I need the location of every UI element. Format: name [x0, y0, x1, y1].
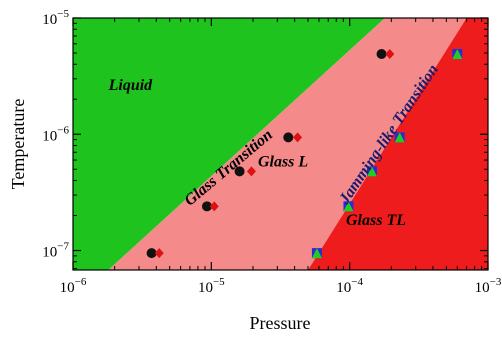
region-liquid: [73, 18, 385, 270]
marker-green-triangle: [394, 132, 405, 143]
marker-red-diamond: [209, 201, 219, 212]
x-tick-label: 10−6: [60, 276, 87, 296]
marker-green-triangle: [452, 49, 463, 60]
region-label-liquid: Liquid: [108, 77, 154, 94]
region-glass-l: [108, 18, 467, 270]
marker-green-triangle: [366, 166, 377, 177]
marker-black-circle: [283, 132, 294, 143]
marker-red-diamond: [246, 166, 256, 177]
marker-red-diamond: [385, 49, 395, 60]
marker-black-circle: [201, 201, 212, 212]
marker-red-diamond: [154, 248, 164, 259]
marker-green-triangle: [343, 201, 354, 212]
x-tick-label: 10−4: [336, 276, 363, 296]
marker-black-circle: [146, 248, 157, 259]
marker-green-triangle: [311, 248, 322, 259]
marker-black-circle: [234, 166, 245, 177]
y-tick-label: 10−7: [42, 241, 69, 261]
y-tick-label: 10−6: [42, 124, 69, 144]
x-axis-title: Pressure: [250, 313, 311, 333]
y-tick-label: 10−5: [42, 8, 69, 28]
region-label-glass-tl: Glass TL: [346, 212, 406, 229]
x-tick-label: 10−5: [198, 276, 225, 296]
marker-red-diamond: [293, 132, 303, 143]
marker-black-circle: [376, 49, 387, 60]
plot-frame: [72, 17, 489, 271]
x-tick-label: 10−3: [475, 276, 502, 296]
y-axis-title: Temperature: [8, 99, 28, 190]
region-label-glass-l: Glass L: [258, 153, 308, 170]
